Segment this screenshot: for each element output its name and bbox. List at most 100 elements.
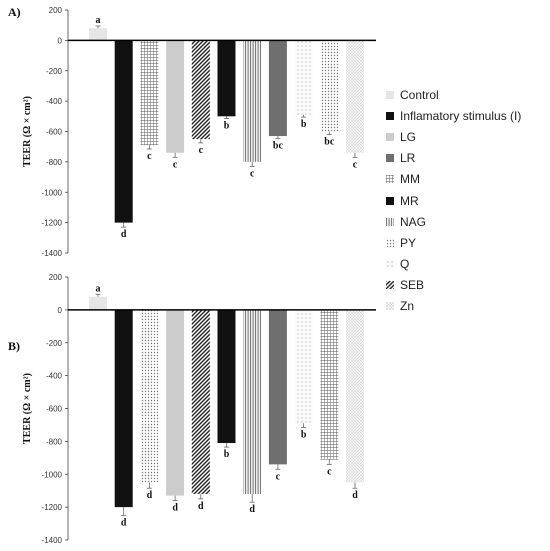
bar-py bbox=[140, 309, 159, 483]
significance-letter: d bbox=[198, 501, 204, 512]
legend-label: SEB bbox=[400, 278, 425, 293]
y-tick-label: -1000 bbox=[42, 470, 63, 479]
legend-swatch bbox=[386, 111, 394, 120]
panels: A) TEER (Ω × cm²) 200 0 -200 -400 -600 -800 -100… bbox=[8, 5, 376, 545]
bar-nag bbox=[243, 40, 262, 162]
significance-letter: c bbox=[353, 159, 358, 170]
legend-swatch bbox=[386, 281, 394, 290]
y-tick-label: -1400 bbox=[42, 536, 63, 545]
legend-item: MM bbox=[386, 169, 550, 190]
legend-item: Zn bbox=[386, 296, 550, 317]
significance-letter: d bbox=[121, 517, 127, 528]
y-tick-label: -800 bbox=[46, 437, 63, 446]
bar-lg bbox=[166, 309, 185, 496]
significance-letter: c bbox=[199, 145, 204, 156]
legend-label: PY bbox=[400, 235, 417, 250]
legend-swatch bbox=[386, 132, 394, 141]
bar-mr bbox=[217, 309, 236, 444]
legend-swatch bbox=[386, 90, 394, 99]
legend-label: Inflamatory stimulus (I) bbox=[400, 108, 522, 123]
bar-mr bbox=[217, 40, 236, 117]
y-axis-label: TEER (Ω × cm²) bbox=[22, 373, 33, 444]
y-tick-label: -600 bbox=[46, 405, 63, 414]
legend-label: LR bbox=[400, 151, 416, 166]
y-axis-label: TEER (Ω × cm²) bbox=[22, 96, 33, 167]
chart-panel-2: B) TEER (Ω × cm²) 200 0 -200 -400 -600 -800 -100… bbox=[8, 273, 376, 545]
bar-control bbox=[89, 28, 107, 41]
bar-seb bbox=[191, 309, 210, 494]
bar-q bbox=[294, 309, 313, 424]
y-tick-label: 200 bbox=[49, 6, 63, 15]
legend-swatch bbox=[386, 154, 394, 163]
legend-swatch bbox=[386, 196, 394, 205]
chart-panel-1: A) TEER (Ω × cm²) 200 0 -200 -400 -600 -800 -100… bbox=[8, 5, 376, 258]
y-tick-label: -200 bbox=[46, 339, 63, 348]
bar-lr bbox=[268, 309, 287, 465]
significance-letter: d bbox=[249, 504, 255, 515]
significance-letter: b bbox=[224, 121, 230, 132]
bar-zn bbox=[346, 40, 364, 153]
y-tick-label: 200 bbox=[49, 273, 63, 282]
legend: Control Inflamatory stimulus (I) LG LR MM MR N… bbox=[386, 84, 550, 317]
legend-label: LG bbox=[400, 129, 417, 144]
legend-label: NAG bbox=[400, 214, 427, 229]
bar-control bbox=[89, 296, 107, 310]
significance-letter: c bbox=[276, 471, 281, 482]
significance-letter: d bbox=[147, 490, 153, 501]
legend-item: NAG bbox=[386, 211, 550, 232]
y-tick-label: -1200 bbox=[42, 503, 63, 512]
y-tick-label: -1400 bbox=[42, 249, 63, 258]
significance-letter: b bbox=[301, 429, 307, 440]
legend-item: LR bbox=[386, 148, 550, 169]
y-tick-label: -1200 bbox=[42, 219, 63, 228]
bar-lg bbox=[166, 40, 185, 153]
significance-letter: a bbox=[96, 15, 101, 26]
y-tick-label: -200 bbox=[46, 67, 63, 76]
panel-label: B) bbox=[8, 339, 20, 353]
significance-letter: bc bbox=[324, 137, 335, 148]
y-tick-label: -400 bbox=[46, 97, 63, 106]
legend-swatch bbox=[386, 175, 394, 184]
significance-letter: c bbox=[327, 466, 332, 477]
legend-label: MR bbox=[400, 193, 419, 208]
significance-letter: b bbox=[224, 449, 230, 460]
legend-item: Q bbox=[386, 254, 550, 275]
significance-letter: c bbox=[173, 159, 178, 170]
legend-item: MR bbox=[386, 190, 550, 211]
y-tick-label: -600 bbox=[46, 128, 63, 137]
y-tick-label: 0 bbox=[58, 306, 63, 315]
bar-zn bbox=[346, 309, 364, 483]
legend-swatch bbox=[386, 238, 394, 247]
legend-item: PY bbox=[386, 232, 550, 253]
legend-item: Inflamatory stimulus (I) bbox=[386, 105, 550, 126]
legend-item: SEB bbox=[386, 275, 550, 296]
significance-letter: b bbox=[301, 119, 307, 130]
bar-mm bbox=[140, 40, 159, 146]
legend-label: Control bbox=[400, 87, 439, 102]
bar-mm bbox=[320, 309, 339, 460]
bar-lr bbox=[268, 40, 287, 137]
bar-inflamatory-stimulus-i bbox=[114, 40, 133, 223]
y-tick-label: 0 bbox=[58, 36, 63, 45]
significance-letter: d bbox=[172, 503, 178, 514]
bar-q bbox=[294, 40, 313, 115]
bar-inflamatory-stimulus-i bbox=[114, 309, 133, 508]
y-tick-label: -800 bbox=[46, 158, 63, 167]
legend-item: LG bbox=[386, 126, 550, 147]
legend-swatch bbox=[386, 302, 394, 311]
legend-label: Zn bbox=[400, 299, 415, 314]
significance-letter: d bbox=[352, 490, 358, 501]
bar-nag bbox=[243, 309, 262, 494]
bar-seb bbox=[191, 40, 210, 140]
legend-swatch bbox=[386, 217, 394, 226]
significance-letter: a bbox=[96, 283, 101, 294]
significance-letter: d bbox=[121, 229, 127, 240]
legend-swatch bbox=[386, 260, 394, 269]
significance-letter: c bbox=[250, 168, 255, 179]
significance-letter: c bbox=[147, 151, 152, 162]
y-tick-label: -400 bbox=[46, 372, 63, 381]
y-tick-label: -1000 bbox=[42, 188, 63, 197]
panel-label: A) bbox=[8, 5, 21, 19]
bar-py bbox=[320, 40, 339, 132]
